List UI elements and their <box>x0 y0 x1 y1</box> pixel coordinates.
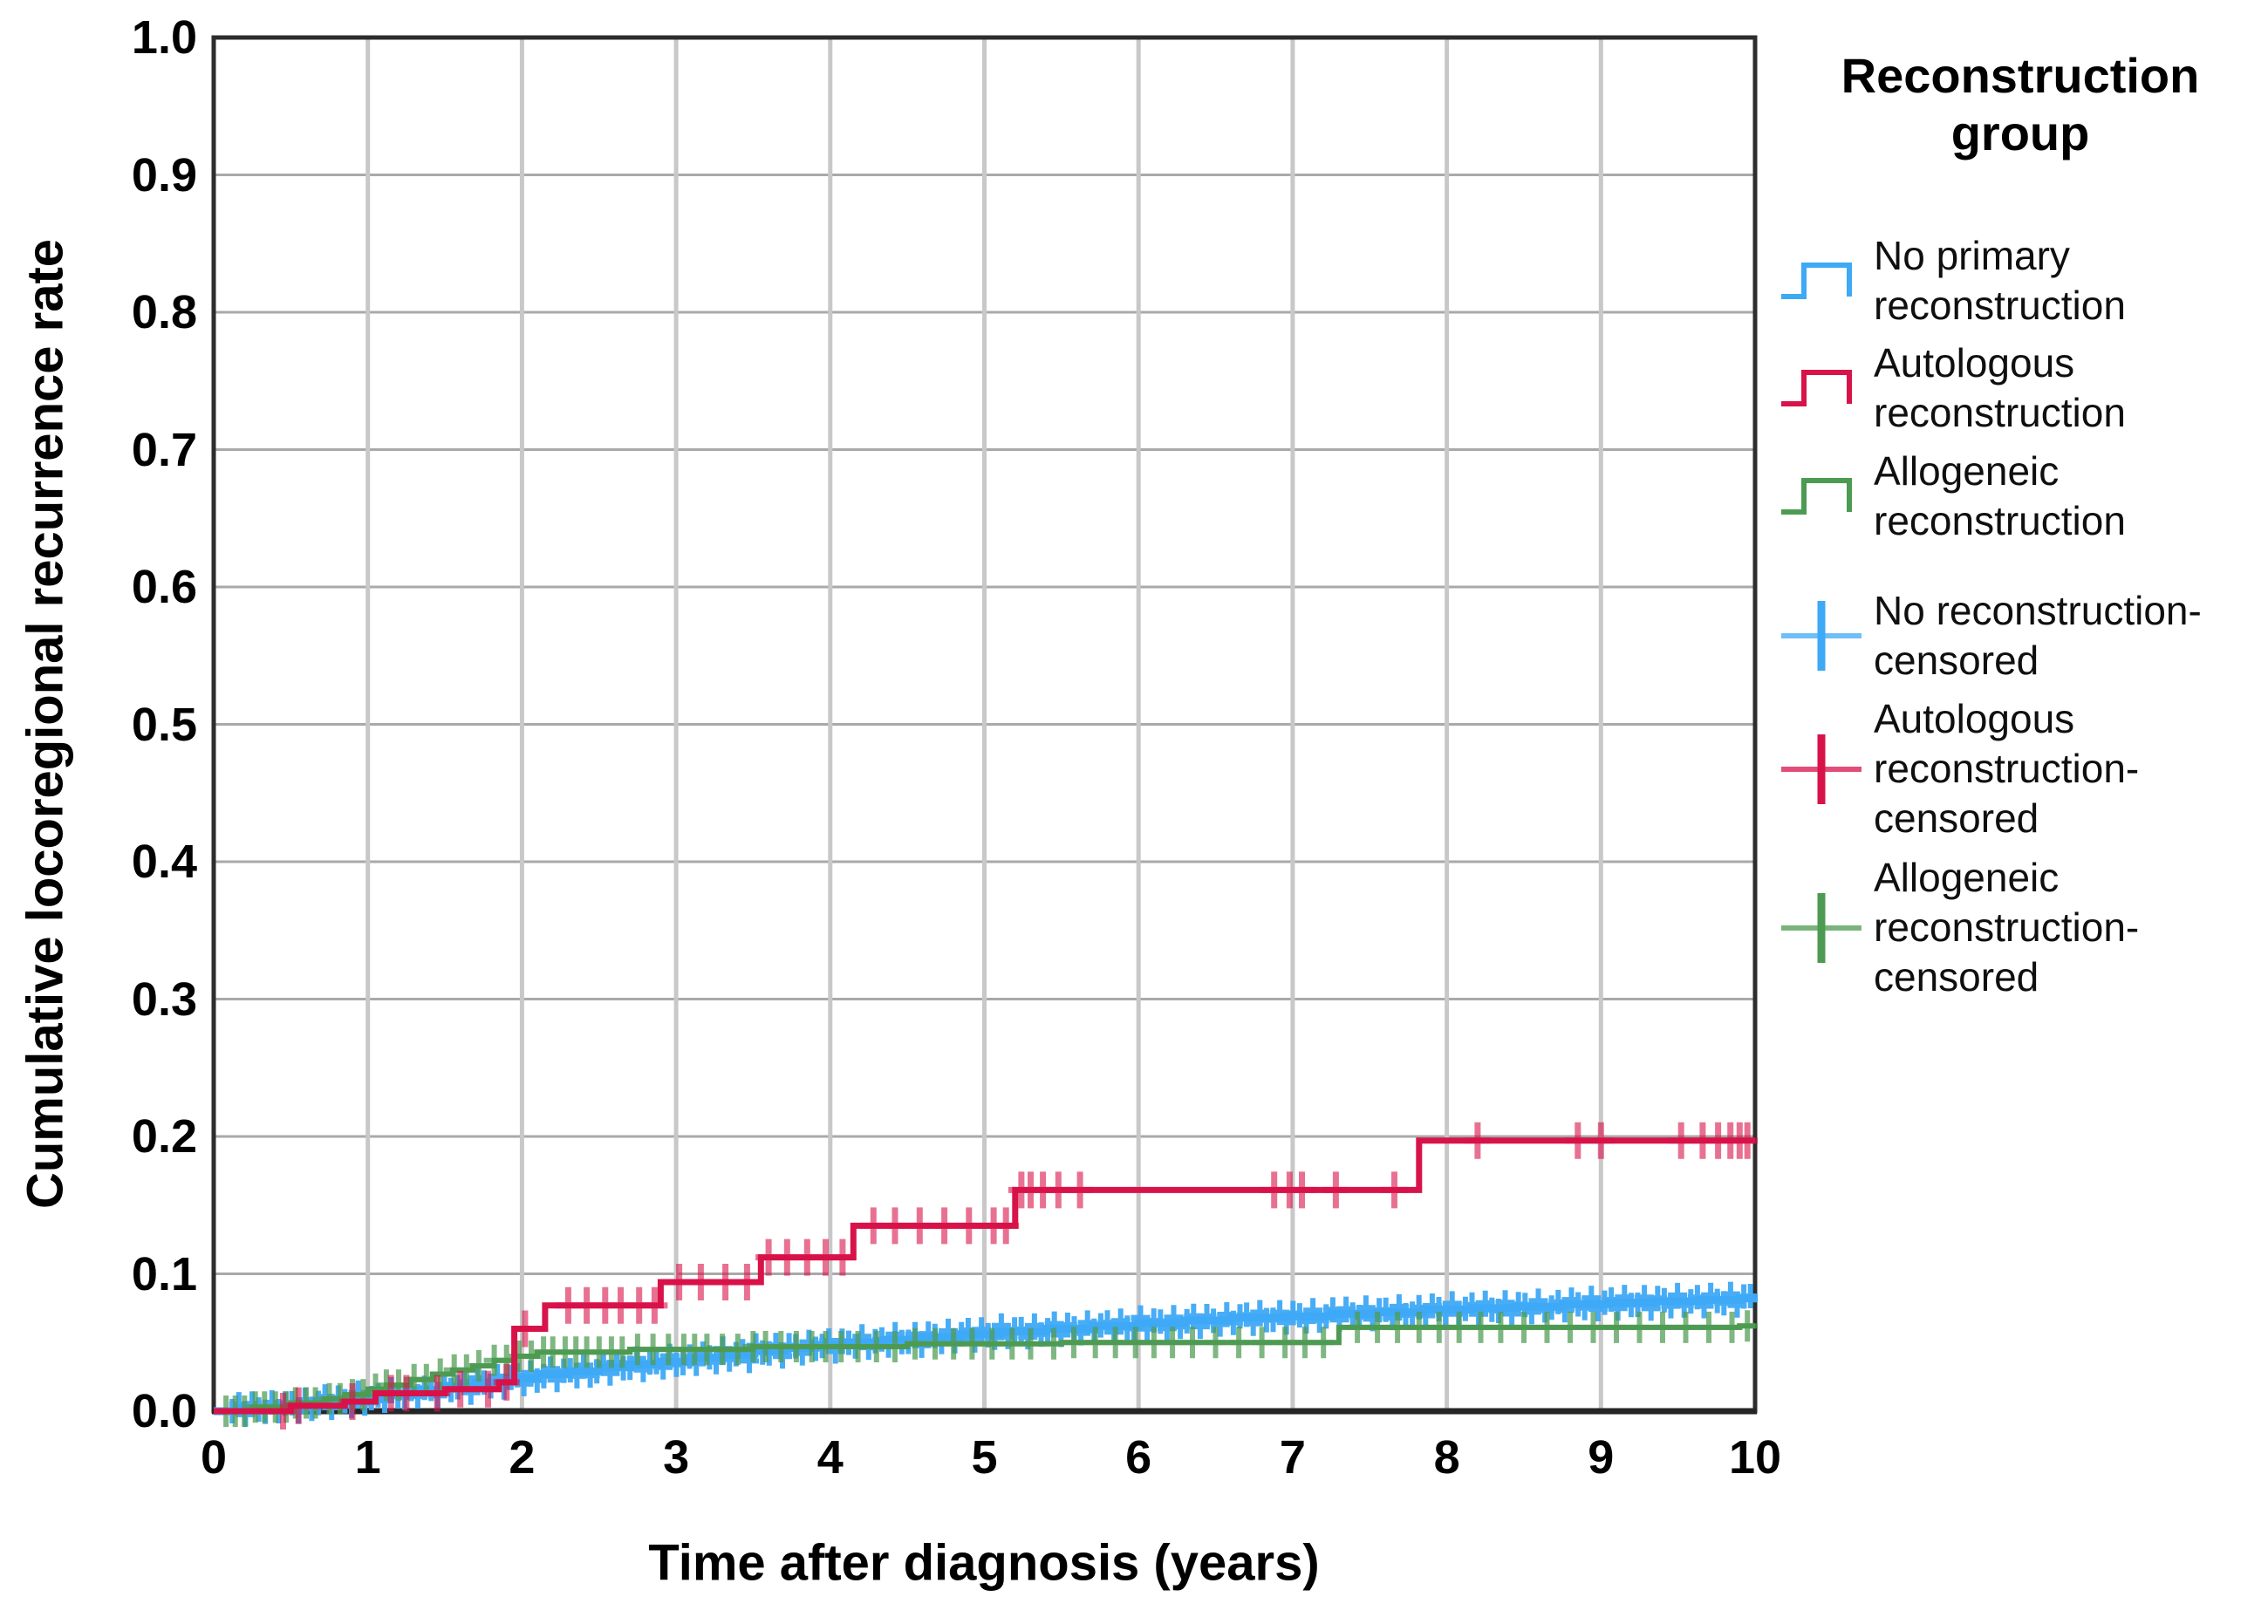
x-tick-label: 1 <box>354 1431 381 1484</box>
x-tick-label: 9 <box>1588 1431 1615 1484</box>
x-tick-label: 7 <box>1279 1431 1306 1484</box>
x-tick-label: 8 <box>1433 1431 1460 1484</box>
series-allogeneic <box>214 1310 1758 1427</box>
legend-item-label: No primary reconstruction <box>1874 233 2126 328</box>
legend-item-1: No primary reconstruction <box>1780 231 2126 331</box>
y-tick-label: 0.4 <box>131 836 197 888</box>
y-tick-label: 0.2 <box>131 1110 197 1163</box>
censored-plus-swatch-icon <box>1780 888 1874 968</box>
legend-item-2: Autologous reconstruction <box>1780 338 2126 438</box>
y-tick-label: 0.7 <box>131 423 197 476</box>
legend-item-label: Autologous reconstruction <box>1874 340 2126 435</box>
step-line-swatch-icon <box>1780 362 1874 414</box>
x-tick-label: 10 <box>1728 1431 1782 1484</box>
series-autologous <box>214 1122 1758 1430</box>
y-tick-label: 0.3 <box>131 972 197 1026</box>
y-tick-label: 0.9 <box>131 148 197 201</box>
legend-item-3: Allogeneic reconstruction <box>1780 447 2126 546</box>
y-tick-label: 0.5 <box>131 698 197 751</box>
step-line-swatch-icon <box>1780 255 1874 307</box>
series-no_reconstruction <box>214 1281 1758 1427</box>
step-line-swatch-icon <box>1780 470 1874 522</box>
y-tick-label: 1.0 <box>131 11 197 64</box>
legend-item-6: Allogeneic reconstruction- censored <box>1780 853 2139 1002</box>
x-axis-title: Time after diagnosis (years) <box>648 1534 1320 1592</box>
legend-item-label: Allogeneic reconstruction <box>1874 448 2126 543</box>
legend-item-label: Autologous reconstruction- censored <box>1874 696 2140 841</box>
censored-plus-swatch-icon <box>1780 729 1874 809</box>
legend: Reconstruction group No primary reconstr… <box>1780 35 2261 1012</box>
legend-item-label: Allogeneic reconstruction- censored <box>1874 855 2140 1000</box>
legend-item-label: No reconstruction- censored <box>1874 588 2202 683</box>
x-tick-label: 5 <box>971 1431 998 1484</box>
y-tick-label: 0.1 <box>131 1247 197 1300</box>
censor-marks-autologous <box>270 1122 1758 1430</box>
x-tick-label: 3 <box>663 1431 690 1484</box>
y-tick-label: 0.6 <box>131 561 197 613</box>
censored-plus-swatch-icon <box>1780 596 1874 676</box>
legend-item-4: No reconstruction- censored <box>1780 586 2202 686</box>
y-tick-label: 0.0 <box>131 1385 197 1437</box>
x-tick-label: 4 <box>816 1431 844 1484</box>
x-tick-label: 0 <box>200 1431 228 1484</box>
x-tick-label: 6 <box>1125 1431 1152 1484</box>
gridlines <box>214 38 1755 1411</box>
x-tick-label: 2 <box>509 1431 536 1484</box>
y-axis-title: Cumulative locoregional recurrence rate <box>17 238 74 1210</box>
y-tick-label: 0.8 <box>131 286 197 338</box>
legend-title: Reconstruction group <box>1841 48 2200 160</box>
legend-item-5: Autologous reconstruction- censored <box>1780 694 2139 843</box>
